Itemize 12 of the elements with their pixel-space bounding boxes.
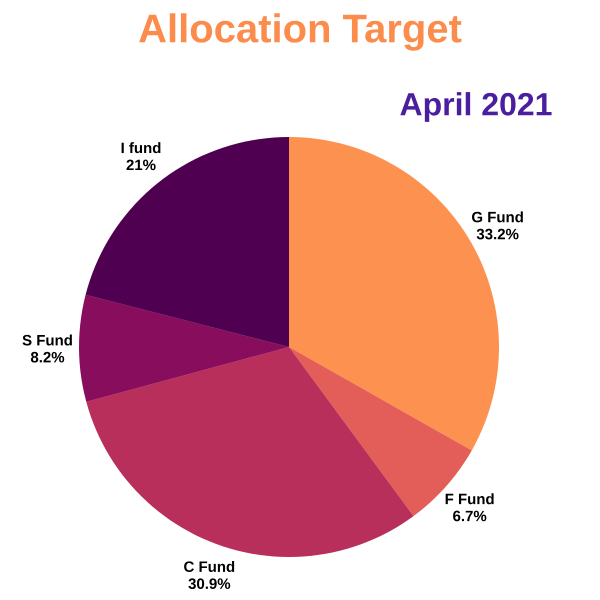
slice-label: C Fund xyxy=(184,560,234,572)
slice-label: I fund xyxy=(122,142,160,154)
data-label: 6.7% xyxy=(453,510,486,522)
chart-title: Allocation Target xyxy=(139,13,462,51)
slice-label: F Fund xyxy=(446,493,494,504)
data-label: 30.9% xyxy=(188,578,230,589)
data-label: 8.2% xyxy=(30,352,64,363)
data-label: 33.2% xyxy=(476,228,518,240)
slice-label: S Fund xyxy=(22,334,72,346)
chart-subtitle: April 2021 xyxy=(400,92,552,122)
slice-label: G Fund xyxy=(472,211,523,222)
data-label: 21% xyxy=(126,160,156,170)
